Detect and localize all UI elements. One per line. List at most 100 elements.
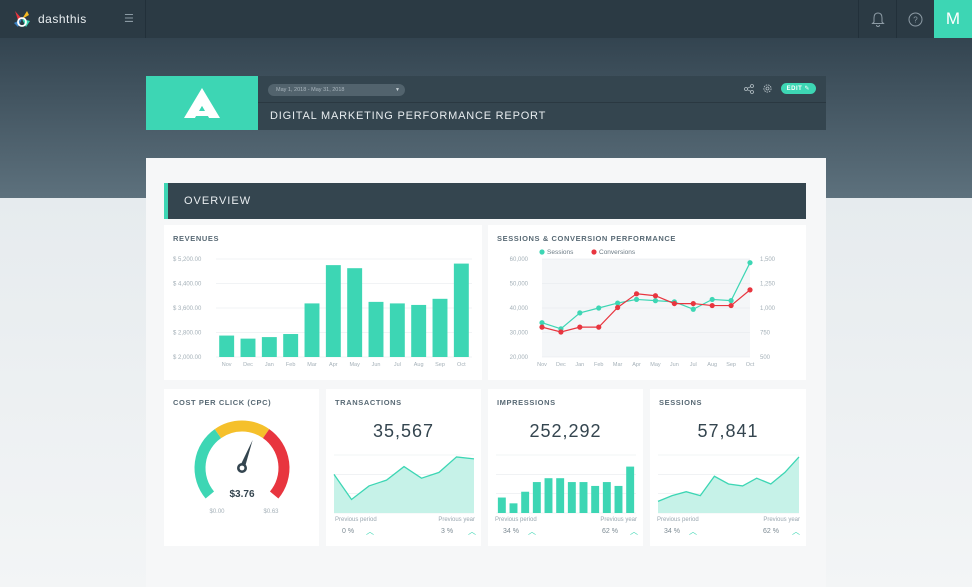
dashthis-logo-icon	[14, 11, 30, 27]
cpc-value: $3.76	[229, 489, 254, 500]
impressions-widget[interactable]: IMPRESSIONS 252,292 Previous period Prev…	[488, 389, 643, 546]
top-bar: dashthis ☰ ? M	[0, 0, 972, 38]
data-point-conversions	[558, 329, 564, 335]
data-point-sessions	[728, 298, 734, 304]
transactions-value: 35,567	[372, 421, 435, 441]
svg-text:?: ?	[913, 15, 918, 24]
date-range-select[interactable]: May 1, 2018 - May 31, 2018 ▼	[268, 84, 405, 96]
arrow-up-icon: ︿	[689, 527, 697, 536]
bar	[304, 303, 320, 357]
previous-period-label: Previous period	[657, 517, 699, 523]
widget-title: IMPRESSIONS	[497, 398, 556, 407]
data-point-conversions	[747, 287, 753, 293]
data-point-conversions	[633, 291, 640, 297]
bar	[614, 485, 623, 513]
x-tick-label: Mar	[613, 362, 623, 368]
y-tick-label: $ 3,600.00	[173, 306, 202, 312]
revenues-chart: $ 2,000.00 $ 2,800.00 $ 3,600.00 $ 4,400.00…	[173, 257, 472, 368]
bar	[240, 338, 256, 357]
series-line-sessions	[541, 262, 751, 330]
hamburger-icon[interactable]: ☰	[124, 13, 134, 25]
x-tick-label: Aug	[707, 362, 717, 368]
revenues-widget[interactable]: REVENUES $ 2,000.00 $ 2,800.00 $ 3,600.00 $…	[164, 225, 482, 380]
bar	[368, 301, 384, 357]
x-tick-label: Apr	[632, 362, 641, 368]
sessions-conversion-widget[interactable]: SESSIONS & CONVERSION PERFORMANCE 20,000…	[488, 225, 806, 380]
x-tick-label: Feb	[594, 362, 603, 368]
dashboard-header: May 1, 2018 - May 31, 2018 ▼ DIGITAL MAR…	[146, 76, 826, 130]
cpc-widget[interactable]: COST PER CLICK (CPC) $3.76 $0.00 $0.63	[164, 389, 319, 546]
series-line-conversions	[541, 289, 751, 333]
gauge-min-label: $0.00	[209, 509, 225, 515]
arrow-up-icon: ︿	[792, 527, 800, 536]
date-range-value: May 1, 2018 - May 31, 2018	[276, 87, 345, 93]
widget-title: SESSIONS & CONVERSION PERFORMANCE	[497, 234, 676, 243]
y-left-tick-label: 40,000	[510, 306, 529, 312]
data-point-sessions	[690, 306, 696, 312]
y-tick-label: $ 5,200.00	[173, 257, 202, 263]
x-tick-label: Nov	[537, 362, 547, 368]
y-left-tick-label: 20,000	[510, 355, 529, 361]
previous-period-label: Previous period	[335, 517, 377, 523]
data-point-sessions	[652, 298, 659, 304]
sessions-value: 57,841	[697, 421, 759, 441]
x-tick-label: Oct	[746, 362, 755, 368]
data-point-conversions	[652, 293, 659, 299]
sessions-widget[interactable]: SESSIONS 57,841 Previous period Previous…	[650, 389, 806, 546]
sessions-sparkline	[657, 454, 800, 514]
arrow-up-icon: ︿	[366, 527, 374, 536]
gear-icon[interactable]	[762, 83, 773, 94]
data-point-sessions	[747, 260, 753, 266]
area-fill	[658, 456, 799, 513]
bar	[497, 497, 506, 513]
share-icon[interactable]	[743, 83, 754, 94]
y-left-tick-label: 30,000	[510, 331, 529, 337]
gauge-max-label: $0.63	[263, 509, 279, 515]
user-avatar[interactable]: M	[934, 0, 972, 38]
data-point-sessions	[539, 320, 545, 326]
sessions-conversion-chart: 20,000 30,000 40,000 50,000 60,000 500 750 1,00…	[510, 249, 776, 368]
area-line	[333, 456, 475, 501]
bar	[591, 485, 600, 513]
arrow-up-icon: ︿	[630, 527, 638, 536]
legend-label: Sessions	[547, 249, 574, 256]
bar	[411, 304, 427, 357]
data-point-conversions	[596, 324, 602, 330]
widget-title: COST PER CLICK (CPC)	[173, 398, 272, 407]
impressions-value: 252,292	[529, 421, 602, 441]
help-button[interactable]: ?	[896, 0, 934, 38]
arrow-up-icon: ︿	[528, 527, 536, 536]
previous-period-value: 0 %	[342, 528, 355, 535]
x-tick-label: Apr	[329, 362, 338, 368]
legend-marker	[539, 249, 545, 255]
bar	[347, 268, 363, 357]
bar	[389, 303, 405, 357]
widget-title: TRANSACTIONS	[335, 398, 402, 407]
y-right-tick-label: 750	[760, 331, 771, 337]
gauge-segment-low	[194, 429, 222, 499]
x-tick-label: Dec	[556, 362, 566, 368]
data-point-conversions	[728, 302, 734, 309]
transactions-widget[interactable]: TRANSACTIONS 35,567 Previous period Prev…	[326, 389, 481, 546]
x-tick-label: Mar	[307, 362, 317, 368]
bar	[532, 482, 541, 513]
previous-year-label: Previous year	[600, 517, 637, 523]
bar	[626, 466, 635, 513]
bar	[567, 482, 576, 513]
data-point-conversions	[690, 300, 696, 307]
gauge-needle	[239, 439, 253, 469]
header-divider	[258, 102, 826, 103]
bar	[579, 482, 588, 513]
notifications-button[interactable]	[858, 0, 896, 38]
app-logo[interactable]: dashthis ☰	[0, 0, 146, 38]
x-tick-label: Jan	[575, 362, 584, 368]
data-point-sessions	[596, 305, 602, 311]
y-right-tick-label: 1,000	[760, 306, 776, 312]
bell-icon	[870, 11, 885, 27]
area-line	[657, 456, 800, 503]
dashboard-title: DIGITAL MARKETING PERFORMANCE REPORT	[270, 110, 547, 122]
previous-year-label: Previous year	[438, 517, 475, 523]
edit-button[interactable]: EDIT ✎	[780, 83, 816, 94]
bar	[544, 478, 553, 513]
client-logo-icon	[184, 88, 220, 118]
